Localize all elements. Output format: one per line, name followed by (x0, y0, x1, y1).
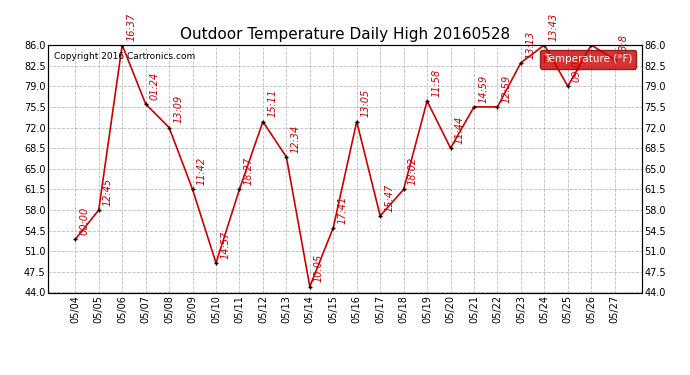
Point (515, 60, 526, 66)
Text: 14:57: 14:57 (220, 231, 230, 259)
Point (304, 284, 315, 290)
Point (164, 124, 175, 130)
Point (93, 207, 104, 213)
Text: 13:8: 13:8 (619, 34, 629, 56)
Legend: Temperature (°F): Temperature (°F) (540, 50, 636, 69)
Text: 12:34: 12:34 (290, 124, 301, 153)
Text: 15:47: 15:47 (384, 183, 395, 212)
Point (70, 237, 81, 243)
Text: 13:09: 13:09 (173, 95, 184, 123)
Point (351, 118, 362, 124)
Point (234, 186, 245, 192)
Point (210, 260, 221, 266)
Point (398, 186, 409, 192)
Point (187, 186, 198, 192)
Point (257, 118, 268, 124)
Point (117, 42, 128, 48)
Point (422, 98, 433, 104)
Text: 18:02: 18:02 (408, 157, 418, 185)
Text: 18:27: 18:27 (244, 157, 254, 185)
Point (281, 154, 292, 160)
Point (140, 101, 151, 107)
Text: 14:59: 14:59 (478, 75, 488, 103)
Text: 11:58: 11:58 (431, 69, 442, 97)
Text: 13:13: 13:13 (525, 30, 535, 58)
Text: 11:42: 11:42 (197, 157, 207, 185)
Point (609, 57, 620, 63)
Text: 16:37: 16:37 (126, 13, 137, 41)
Text: 01:24: 01:24 (150, 72, 160, 100)
Point (492, 104, 503, 110)
Text: 17:41: 17:41 (337, 195, 348, 223)
Point (328, 225, 339, 231)
Point (586, 42, 597, 48)
Text: 00:00: 00:00 (79, 207, 90, 235)
Text: 13:05: 13:05 (361, 89, 371, 117)
Title: Outdoor Temperature Daily High 20160528: Outdoor Temperature Daily High 20160528 (180, 27, 510, 42)
Text: 11:44: 11:44 (455, 116, 464, 144)
Point (445, 145, 456, 151)
Text: 12:45: 12:45 (103, 178, 113, 206)
Text: 13:43: 13:43 (549, 13, 558, 41)
Text: 12:59: 12:59 (502, 75, 511, 103)
Text: Copyright 2016 Cartronics.com: Copyright 2016 Cartronics.com (55, 53, 195, 62)
Point (469, 104, 480, 110)
Text: 15:11: 15:11 (267, 89, 277, 117)
Text: 10:05: 10:05 (314, 254, 324, 282)
Point (539, 42, 550, 48)
Point (375, 213, 386, 219)
Point (562, 83, 573, 89)
Text: 09:02: 09:02 (572, 54, 582, 82)
